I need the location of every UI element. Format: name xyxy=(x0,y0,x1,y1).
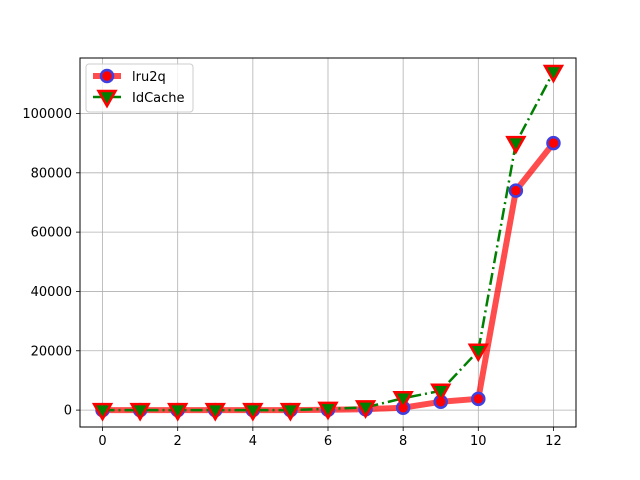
y-tick-label: 20000 xyxy=(31,344,72,359)
x-tick-label: 12 xyxy=(545,434,562,449)
data-point-IdCache xyxy=(91,402,114,422)
x-tick-label: 4 xyxy=(249,434,257,449)
data-point-IdCache xyxy=(279,402,302,422)
y-tick-label: 100000 xyxy=(22,107,72,122)
data-point-IdCache xyxy=(317,401,339,421)
y-tick-label: 40000 xyxy=(31,285,72,300)
data-point-lru2q xyxy=(546,135,561,151)
data-point-lru2q xyxy=(508,183,524,198)
x-tick-label: 2 xyxy=(174,434,182,449)
x-tick-label: 6 xyxy=(324,434,332,449)
data-point-IdCache xyxy=(242,402,264,422)
ticks: 0 2 4 6 8 10 12 0 20000 40000 60000 80000 100000 xyxy=(22,107,561,449)
data-point-lru2q xyxy=(471,391,486,407)
legend-marker-IdCache xyxy=(96,89,118,109)
y-tick-label: 60000 xyxy=(31,226,72,241)
data-point-IdCache xyxy=(505,135,527,155)
legend-marker-lru2q xyxy=(99,68,115,84)
data-point-IdCache xyxy=(392,390,414,410)
data-point-IdCache xyxy=(354,400,377,419)
y-tick-label: 0 xyxy=(64,404,72,419)
data-point-IdCache xyxy=(167,402,189,422)
legend: lru2q IdCache xyxy=(85,63,194,113)
legend-label-IdCache: IdCache xyxy=(132,91,185,106)
x-tick-label: 8 xyxy=(399,434,407,449)
y-tick-label: 80000 xyxy=(31,166,72,181)
legend-label-lru2q: lru2q xyxy=(132,70,166,85)
data-point-IdCache xyxy=(430,383,452,403)
x-tick-label: 10 xyxy=(470,434,487,449)
data-point-IdCache xyxy=(542,64,565,84)
series-layer xyxy=(91,64,565,422)
x-tick-label: 0 xyxy=(98,434,106,449)
data-point-IdCache xyxy=(204,402,226,422)
data-point-IdCache xyxy=(129,402,151,422)
data-point-IdCache xyxy=(467,343,489,363)
